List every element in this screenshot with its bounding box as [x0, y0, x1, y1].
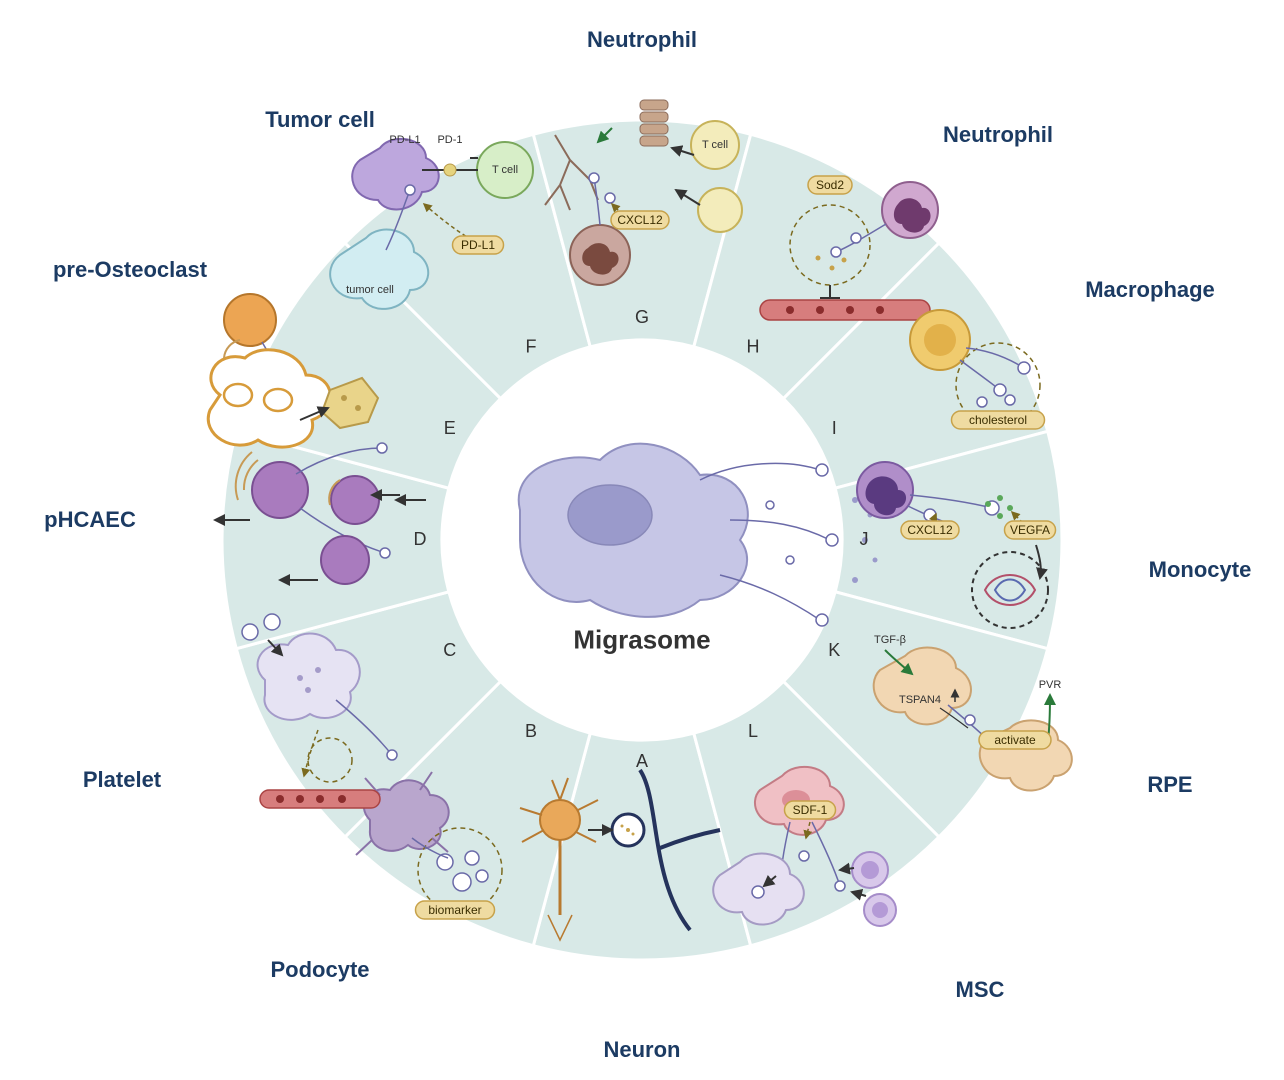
sector-letter-f: F — [526, 336, 537, 356]
outer-label-1: Tumor cell — [265, 107, 375, 133]
pill-text-cxcl12_top: CXCL12 — [617, 213, 663, 227]
sector-letter-g: G — [635, 307, 649, 327]
outer-label-9: Podocyte — [270, 957, 369, 983]
outer-label-4: Macrophage — [1085, 277, 1215, 303]
sector-letter-b: B — [525, 721, 537, 741]
sector-letter-c: C — [443, 640, 456, 660]
sector-letter-j: J — [860, 529, 869, 549]
outer-label-8: RPE — [1147, 772, 1192, 798]
circular-diagram-svg: A B C D E F G H I J K L PD-L1 CXCL12 Sod2 cholesterol C… — [0, 0, 1284, 1080]
inline-text-tspan4: TSPAN4 — [899, 694, 941, 706]
sector-letter-k: K — [828, 640, 840, 660]
inline-text-pvr: PVR — [1039, 679, 1062, 691]
pill-text-activate: activate — [994, 733, 1036, 747]
sector-letter-a: A — [636, 751, 648, 771]
inline-text-tgfb: TGF-β — [874, 634, 906, 646]
sector-letter-l: L — [748, 721, 758, 741]
sector-letter-h: H — [747, 336, 760, 356]
outer-label-0: Neutrophil — [587, 27, 697, 53]
pill-text-cxcl12_r: CXCL12 — [907, 523, 953, 537]
inline-text-pd_l1_lab: PD-L1 — [389, 134, 420, 146]
outer-label-6: Monocyte — [1149, 557, 1252, 583]
center-label: Migrasome — [573, 625, 710, 656]
pill-text-sdf1: SDF-1 — [793, 803, 828, 817]
sector-letter-e: E — [444, 418, 456, 438]
outer-label-5: pHCAEC — [44, 507, 136, 533]
pill-text-cholesterol: cholesterol — [969, 413, 1027, 427]
outer-label-3: pre-Osteoclast — [53, 257, 207, 283]
inline-text-pd_1_lab: PD-1 — [437, 134, 462, 146]
sector-letter-d: D — [414, 529, 427, 549]
outer-label-10: MSC — [956, 977, 1005, 1003]
pill-text-sod2: Sod2 — [816, 178, 844, 192]
inline-text-tcell_f: T cell — [492, 164, 518, 176]
outer-label-2: Neutrophil — [943, 122, 1053, 148]
inline-text-tumor_f: tumor cell — [346, 284, 394, 296]
diagram-stage: A B C D E F G H I J K L PD-L1 CXCL12 Sod2 cholesterol C… — [0, 0, 1284, 1080]
pill-text-pd_l1: PD-L1 — [461, 238, 495, 252]
outer-label-11: Neuron — [604, 1037, 681, 1063]
sector-letter-i: I — [832, 418, 837, 438]
pill-text-biomarker: biomarker — [428, 903, 481, 917]
outer-label-7: Platelet — [83, 767, 161, 793]
inline-text-tcell_top: T cell — [702, 139, 728, 151]
pill-text-vegfa: VEGFA — [1010, 523, 1050, 537]
